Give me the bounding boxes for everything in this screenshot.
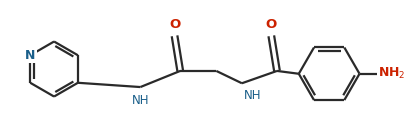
- Text: N: N: [25, 49, 35, 62]
- Text: NH$_2$: NH$_2$: [377, 66, 405, 81]
- Text: NH: NH: [131, 94, 149, 107]
- Text: O: O: [265, 18, 276, 31]
- Text: NH: NH: [243, 89, 261, 102]
- Text: O: O: [168, 18, 180, 31]
